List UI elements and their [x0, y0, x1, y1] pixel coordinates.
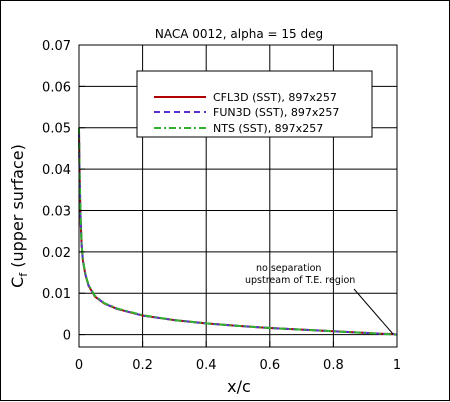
- annotation-arrow: [353, 288, 394, 335]
- series-group: [78, 127, 398, 336]
- legend-label-cfl3d: CFL3D (SST), 897x257: [213, 91, 337, 104]
- x-axis-label: x/c: [227, 377, 251, 396]
- legend: CFL3D (SST), 897x257 FUN3D (SST), 897x25…: [136, 70, 373, 138]
- chart-title: NACA 0012, alpha = 15 deg: [155, 27, 323, 41]
- x-tick-label: 0.6: [259, 358, 280, 373]
- y-axis-label-sub: f: [17, 272, 30, 277]
- x-tick-label: 0.4: [196, 358, 217, 373]
- plot-border: [78, 44, 398, 348]
- series-line-0: [78, 131, 398, 336]
- x-tick-label: 0.8: [323, 358, 344, 373]
- x-tick-label: 0: [75, 358, 83, 373]
- x-tick-label: 1: [393, 358, 401, 373]
- ticks: [78, 44, 398, 347]
- y-tick-label: 0.05: [42, 122, 71, 137]
- y-tick-label: 0.02: [42, 246, 71, 261]
- tick-labels: 0 0.2 0.4 0.6 0.8 1 0 0.01 0.02 0.03 0.04 0.05 0.06 0…: [42, 39, 401, 373]
- y-tick-label: 0: [63, 329, 71, 344]
- y-axis-label-main: C: [8, 277, 27, 288]
- annotation-line1: no separation: [256, 263, 321, 274]
- y-tick-label: 0.04: [42, 163, 71, 178]
- series-line-2: [78, 127, 397, 336]
- x-tick-label: 0.2: [132, 358, 153, 373]
- y-tick-label: 0.07: [42, 39, 71, 54]
- legend-label-fun3d: FUN3D (SST), 897x257: [213, 106, 339, 119]
- annotation: no separation upstream of T.E. region: [245, 263, 394, 335]
- y-tick-label: 0.01: [42, 287, 71, 302]
- y-tick-label: 0.03: [42, 204, 71, 219]
- series-line-1: [78, 131, 398, 336]
- legend-label-nts: NTS (SST), 897x257: [213, 122, 323, 135]
- y-axis-label: Cf (upper surface): [8, 144, 30, 288]
- y-axis-label-rest: (upper surface): [8, 144, 27, 273]
- annotation-line2: upstream of T.E. region: [245, 275, 355, 286]
- legend-box: [136, 70, 373, 138]
- y-tick-label: 0.06: [42, 80, 71, 95]
